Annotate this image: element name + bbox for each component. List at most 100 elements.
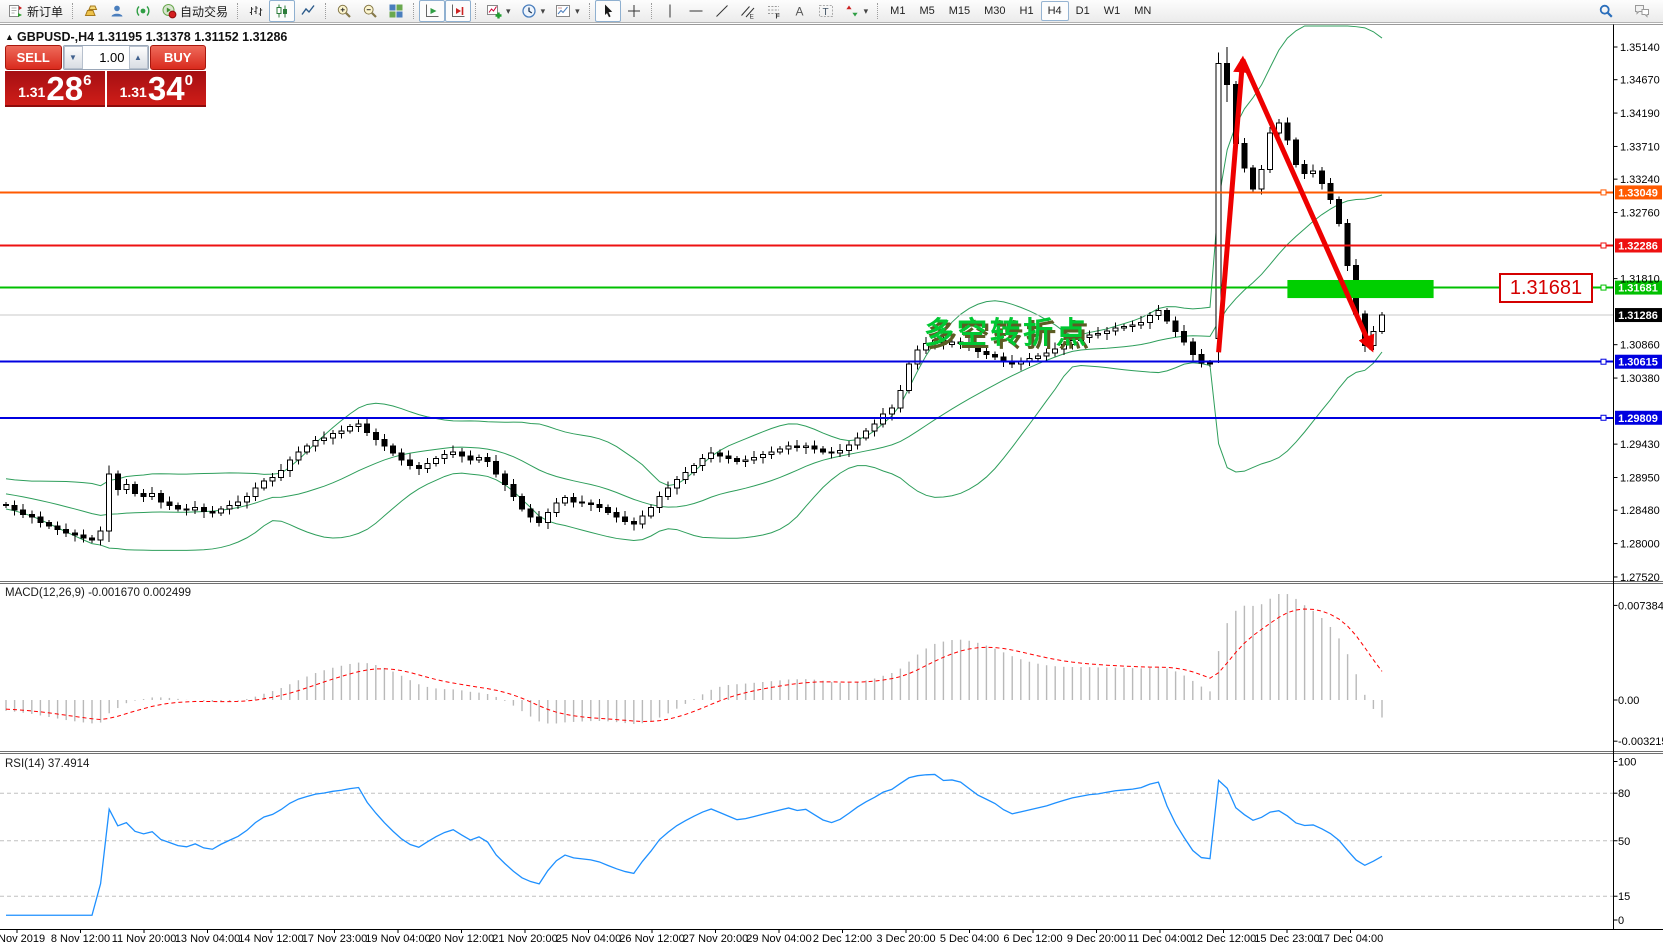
svg-text:1.30615: 1.30615: [1618, 357, 1658, 369]
toolbar-separator: [413, 3, 415, 19]
svg-text:0.007384: 0.007384: [1618, 600, 1663, 612]
timeframe-m30[interactable]: M30: [984, 5, 1006, 17]
svg-text:1.33710: 1.33710: [1620, 141, 1660, 153]
svg-text:-0.003215: -0.003215: [1618, 736, 1663, 748]
new-order-button-label: 新订单: [27, 4, 64, 19]
candlestick-icon: [276, 4, 288, 18]
dropdown-arrow-icon: ▾: [575, 5, 580, 16]
svg-text:11 Nov 20:00: 11 Nov 20:00: [112, 933, 177, 945]
data-window-icon: [136, 6, 150, 16]
market-watch-button[interactable]: [104, 0, 130, 22]
dropdown-arrow-icon: ▾: [863, 5, 869, 16]
hline-button[interactable]: [683, 0, 709, 22]
volume-input[interactable]: [82, 46, 129, 69]
toolbar-separator: [237, 3, 239, 19]
fibonacci-button[interactable]: F: [761, 0, 787, 22]
cursor-button[interactable]: [594, 0, 621, 22]
turning-point-annotation: 多空转折点: [924, 317, 1089, 350]
svg-text:1.29430: 1.29430: [1620, 439, 1660, 451]
text-button[interactable]: A: [787, 0, 813, 22]
chat-icon: [1635, 5, 1649, 18]
label-button[interactable]: T: [813, 0, 839, 22]
zoom-in-button[interactable]: [331, 0, 357, 22]
svg-text:13 Nov 04:00: 13 Nov 04:00: [175, 933, 240, 945]
svg-text:5 Dec 04:00: 5 Dec 04:00: [940, 933, 999, 945]
templates-button[interactable]: ▾: [550, 0, 585, 22]
svg-text:29 Nov 04:00: 29 Nov 04:00: [746, 933, 811, 945]
one-click-trading-panel: SELL ▼ ▲ BUY 1.31 28 6 1.31 34 0: [5, 45, 206, 107]
search-button[interactable]: [1593, 0, 1619, 22]
channel-button[interactable]: E: [735, 0, 761, 22]
svg-text:F: F: [775, 14, 780, 20]
autotrading-button-label: 自动交易: [180, 4, 229, 19]
arrows-button[interactable]: ▾: [839, 0, 874, 22]
svg-text:80: 80: [1618, 788, 1630, 800]
svg-text:1.31681: 1.31681: [1618, 283, 1658, 295]
cursor-icon: [604, 4, 612, 18]
buy-price-pip: 0: [184, 72, 193, 89]
vline-icon: [669, 4, 671, 18]
new-order-button[interactable]: 新订单: [3, 0, 68, 22]
sell-price-button[interactable]: 1.31 28 6: [5, 71, 105, 107]
buy-price-big: 34: [147, 69, 185, 107]
sell-price-big: 28: [46, 69, 84, 107]
zoom-out-button[interactable]: [357, 0, 383, 22]
metaeditor-button[interactable]: [78, 0, 104, 22]
timeframe-m5[interactable]: M5: [919, 5, 935, 17]
periods-icon: [521, 4, 536, 18]
arrows-icon: [846, 5, 858, 17]
tile-windows-button[interactable]: [383, 0, 409, 22]
buy-price-prefix: 1.31: [119, 84, 147, 100]
svg-text:1.28480: 1.28480: [1620, 505, 1660, 517]
candlestick-button[interactable]: [269, 0, 296, 22]
timeframe-d1[interactable]: D1: [1075, 5, 1090, 17]
fibonacci-icon: F: [767, 6, 780, 20]
macd-label: MACD(12,26,9) -0.001670 0.002499: [5, 587, 191, 599]
volume-increase-button[interactable]: ▲: [128, 46, 148, 69]
ingot-icon: [84, 5, 98, 16]
svg-text:17 Nov 23:00: 17 Nov 23:00: [302, 933, 367, 945]
timeframe-w1[interactable]: W1: [1103, 5, 1121, 17]
bar-chart-button[interactable]: [243, 0, 269, 22]
chart-shift-button[interactable]: [445, 0, 472, 22]
chat-button[interactable]: [1629, 0, 1655, 22]
svg-text:7 Nov 2019: 7 Nov 2019: [0, 933, 45, 945]
svg-text:1.32286: 1.32286: [1618, 240, 1658, 252]
buy-button[interactable]: BUY: [149, 45, 206, 70]
svg-text:1.27520: 1.27520: [1620, 572, 1660, 584]
svg-text:15 Dec 23:00: 15 Dec 23:00: [1254, 933, 1319, 945]
auto-scroll-button[interactable]: [419, 0, 446, 22]
svg-text:26 Nov 12:00: 26 Nov 12:00: [619, 933, 684, 945]
line-chart-button[interactable]: [295, 0, 321, 22]
svg-text:3 Dec 20:00: 3 Dec 20:00: [876, 933, 935, 945]
volume-decrease-button[interactable]: ▼: [63, 46, 83, 69]
timeframe-mn[interactable]: MN: [1134, 5, 1152, 17]
trendline-button[interactable]: [709, 0, 735, 22]
sell-price-pip: 6: [83, 72, 92, 89]
toolbar: 新订单 自动交易 ▾ ▾ ▾ E F A T ▾ M1 M5 M15 M30 H1 H4 D1 W1 MN: [0, 0, 1663, 23]
timeframe-m15[interactable]: M15: [948, 5, 971, 17]
trendline-icon: [715, 5, 728, 17]
timeframe-h1[interactable]: H1: [1019, 5, 1034, 17]
toolbar-separator: [475, 3, 477, 19]
timeframe-m1[interactable]: M1: [890, 5, 906, 17]
line-chart-icon: [301, 5, 315, 15]
timeframe-h4[interactable]: H4: [1040, 1, 1069, 21]
volume-stepper: ▼ ▲: [62, 45, 149, 70]
buy-price-button[interactable]: 1.31 34 0: [106, 69, 206, 107]
periods-button[interactable]: ▾: [516, 0, 551, 22]
svg-text:17 Dec 04:00: 17 Dec 04:00: [1318, 933, 1383, 945]
vline-button[interactable]: [657, 0, 683, 22]
toolbar-separator: [588, 3, 591, 19]
autotrading-button[interactable]: 自动交易: [156, 0, 233, 22]
svg-text:T: T: [822, 7, 828, 18]
data-window-button[interactable]: [130, 0, 156, 22]
crosshair-button[interactable]: [621, 0, 647, 22]
svg-text:1.30380: 1.30380: [1620, 373, 1660, 385]
autotrading-icon: [162, 4, 177, 19]
indicators-button[interactable]: ▾: [481, 0, 516, 22]
symbol-icon: ▲: [5, 32, 14, 42]
sell-button[interactable]: SELL: [5, 45, 62, 70]
